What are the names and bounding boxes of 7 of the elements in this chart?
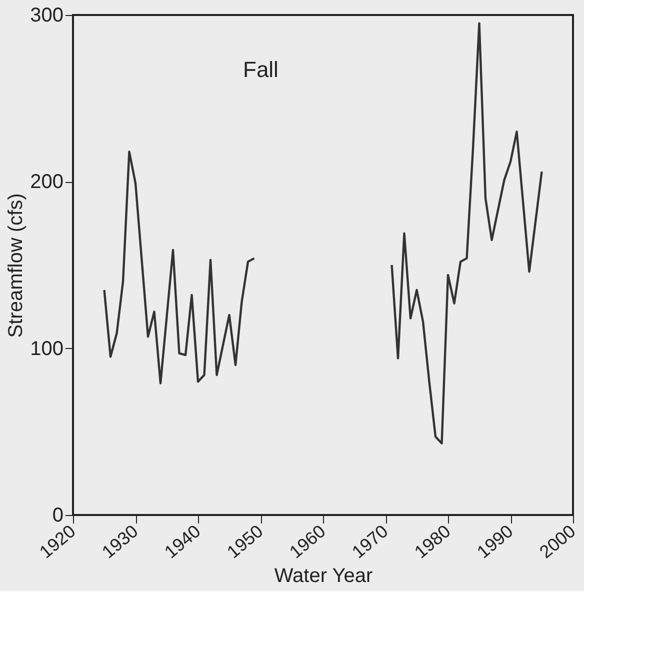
- annotation: Fall: [243, 57, 278, 82]
- x-axis-title: Water Year: [274, 565, 373, 588]
- y-tick-label: 300: [30, 4, 64, 26]
- y-tick-label: 200: [30, 171, 64, 194]
- y-tick-label: 100: [30, 338, 64, 360]
- y-axis-title: Streamflow (cfs): [5, 193, 28, 338]
- y-tick-label: 0: [52, 504, 64, 526]
